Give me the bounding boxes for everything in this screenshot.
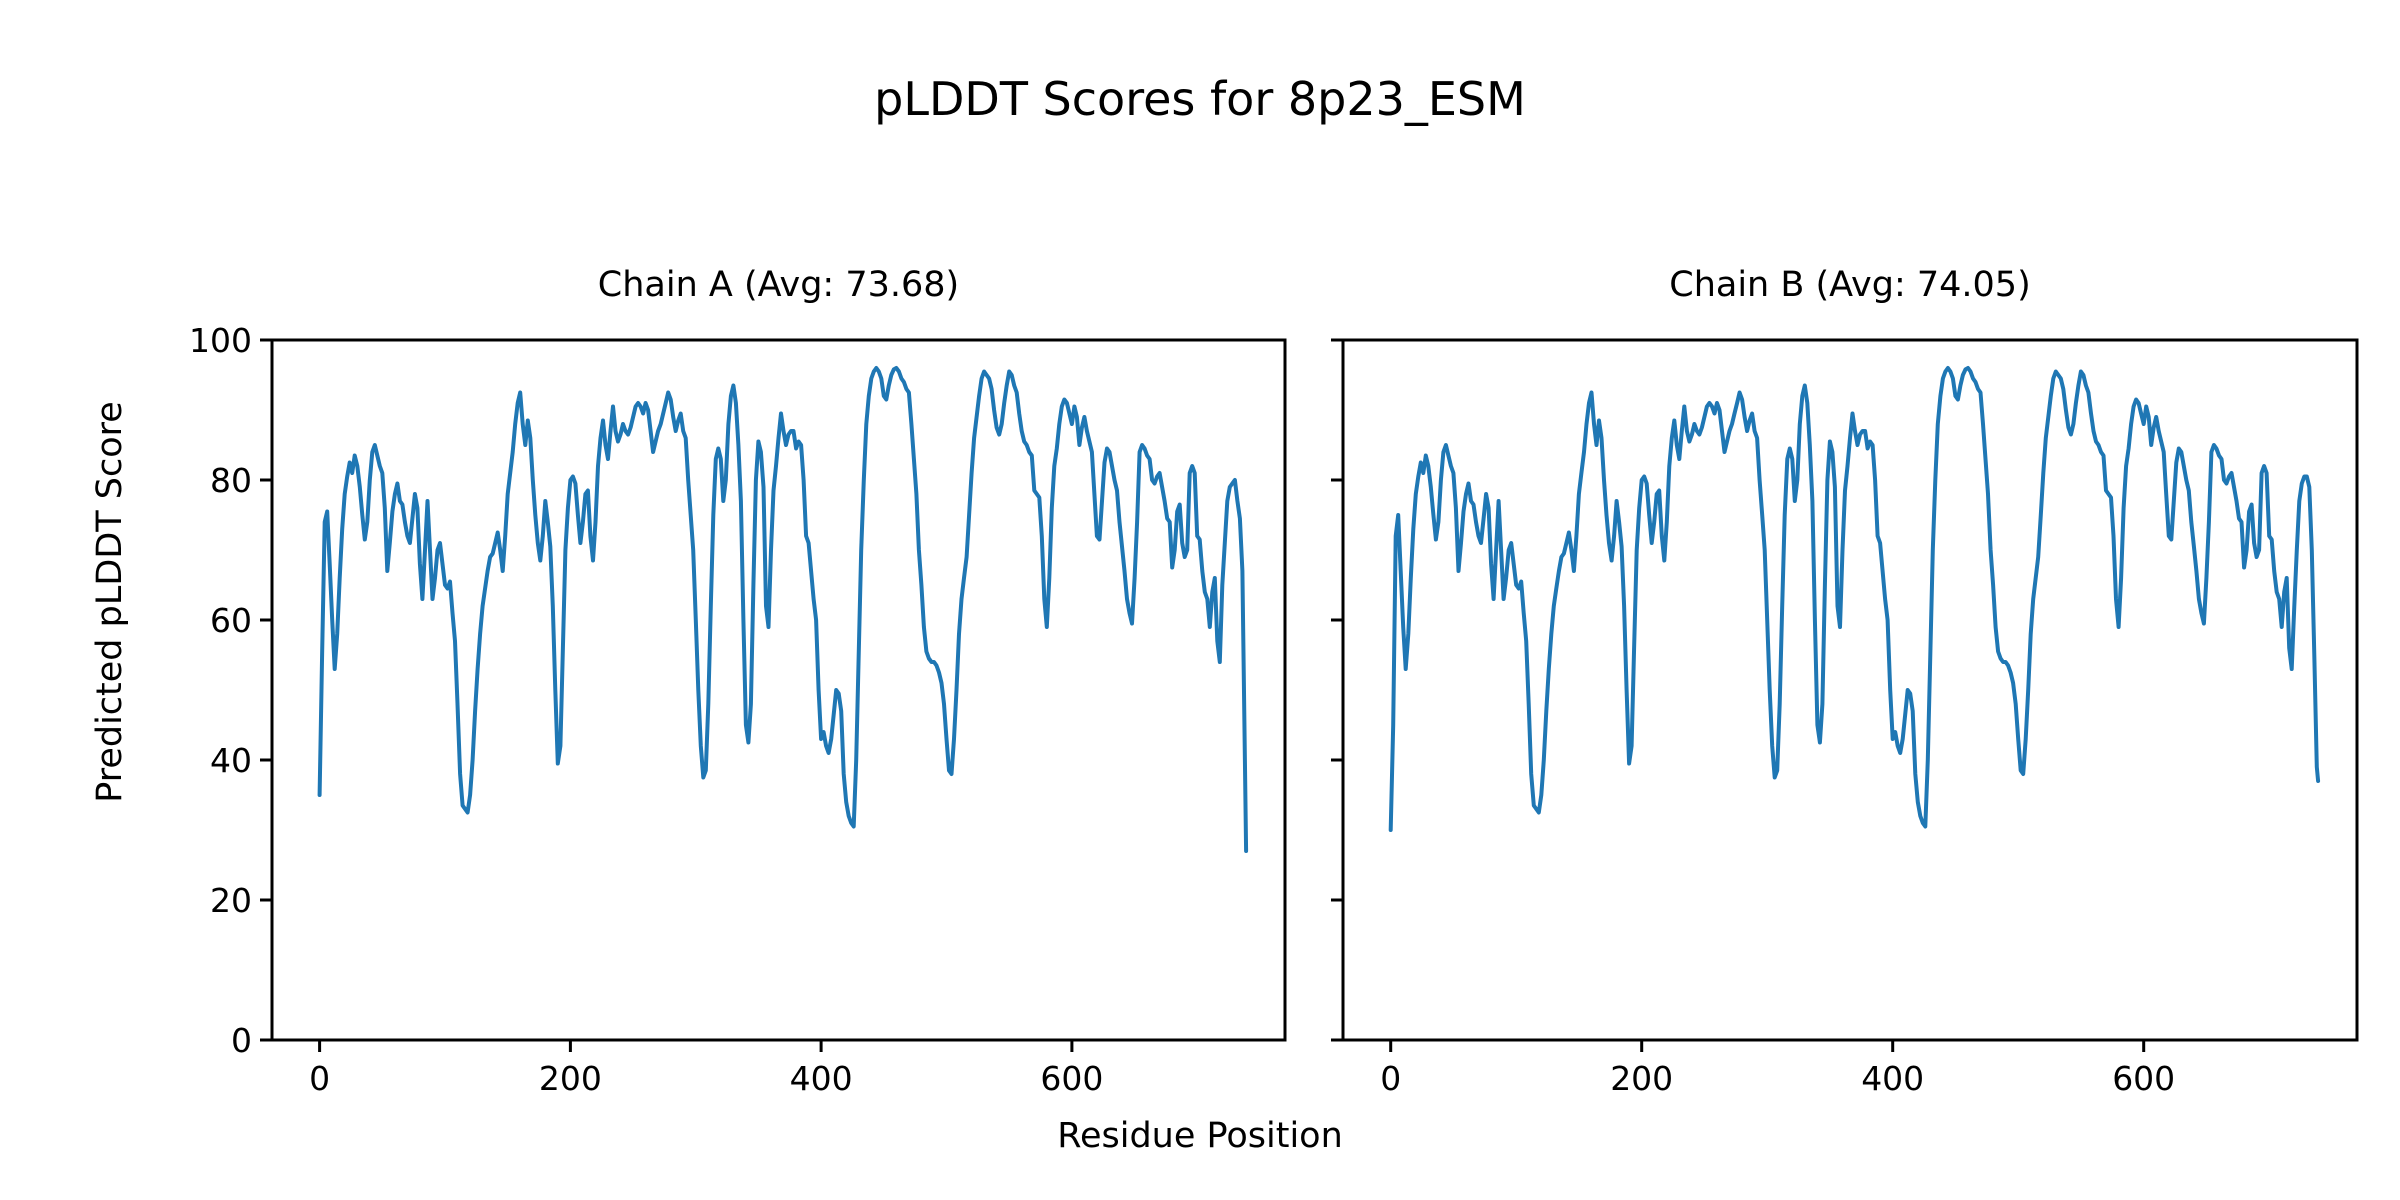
x-tick-label: 0 <box>309 1059 330 1098</box>
x-tick-label: 400 <box>1861 1059 1924 1098</box>
subplot-title-chain-a: Chain A (Avg: 73.68) <box>597 265 960 305</box>
x-tick-label: 0 <box>1380 1059 1401 1098</box>
y-tick-label: 100 <box>189 321 252 360</box>
chain-b-axes: 0 200 400 600 <box>1331 338 2359 1098</box>
y-tick-label: 60 <box>210 601 252 640</box>
chain-a-axes: 0 200 400 600 0 20 40 60 80 100 <box>189 321 1287 1098</box>
x-axis-label: Residue Position <box>1057 1116 1343 1156</box>
y-tick-label: 20 <box>210 881 252 920</box>
plddt-line-chain-a <box>317 366 1249 853</box>
chain-a-plot-frame <box>270 338 1287 1042</box>
plddt-line-chain-b <box>1388 366 2321 832</box>
chain-b-plot-frame <box>1341 338 2359 1042</box>
x-tick-label: 200 <box>1610 1059 1673 1098</box>
x-tick-label: 600 <box>2112 1059 2175 1098</box>
subplot-title-chain-b: Chain B (Avg: 74.05) <box>1669 265 2031 305</box>
x-tick-label: 600 <box>1040 1059 1103 1098</box>
y-tick-label: 0 <box>231 1021 252 1060</box>
x-tick-label: 200 <box>539 1059 602 1098</box>
y-tick-label: 40 <box>210 741 252 780</box>
y-tick-label: 80 <box>210 461 252 500</box>
figure-title: pLDDT Scores for 8p23_ESM <box>874 72 1526 126</box>
x-tick-label: 400 <box>790 1059 853 1098</box>
